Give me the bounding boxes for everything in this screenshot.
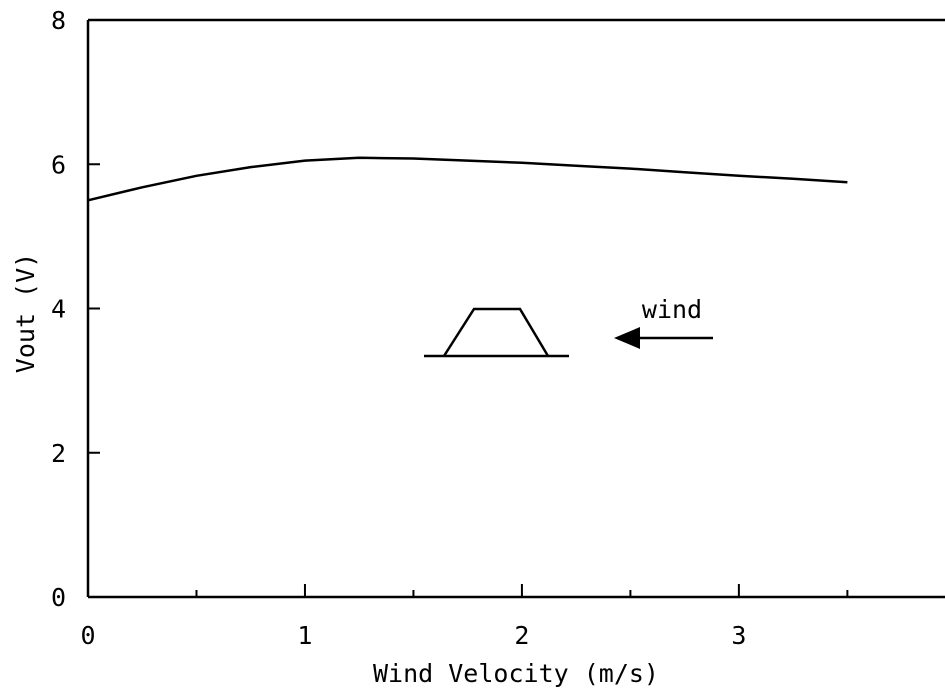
series-line — [87, 156, 848, 202]
x-tick-label: 3 — [731, 621, 746, 650]
y-tick-label: 6 — [51, 150, 66, 179]
x-ticks: 0 1 2 3 — [80, 584, 849, 650]
y-tick-label: 2 — [51, 439, 66, 468]
y-tick-label: 0 — [51, 583, 66, 612]
y-tick-label: 4 — [51, 295, 66, 324]
y-tick-label: 8 — [51, 6, 66, 35]
series-layer — [87, 156, 848, 202]
wind-arrow-head — [614, 327, 640, 349]
annotation-wind: wind — [642, 295, 702, 324]
y-axis-title: Vout (V) — [11, 253, 40, 373]
x-axis-title: Wind Velocity (m/s) — [373, 659, 659, 688]
sensor-trapezoid — [442, 307, 550, 357]
x-tick-label: 2 — [514, 621, 529, 650]
x-tick-label: 1 — [297, 621, 312, 650]
sensor-diagram — [424, 307, 569, 358]
x-tick-label: 0 — [80, 621, 95, 650]
y-ticks: 0 2 4 6 8 — [51, 6, 100, 612]
wind-arrow — [614, 327, 713, 349]
